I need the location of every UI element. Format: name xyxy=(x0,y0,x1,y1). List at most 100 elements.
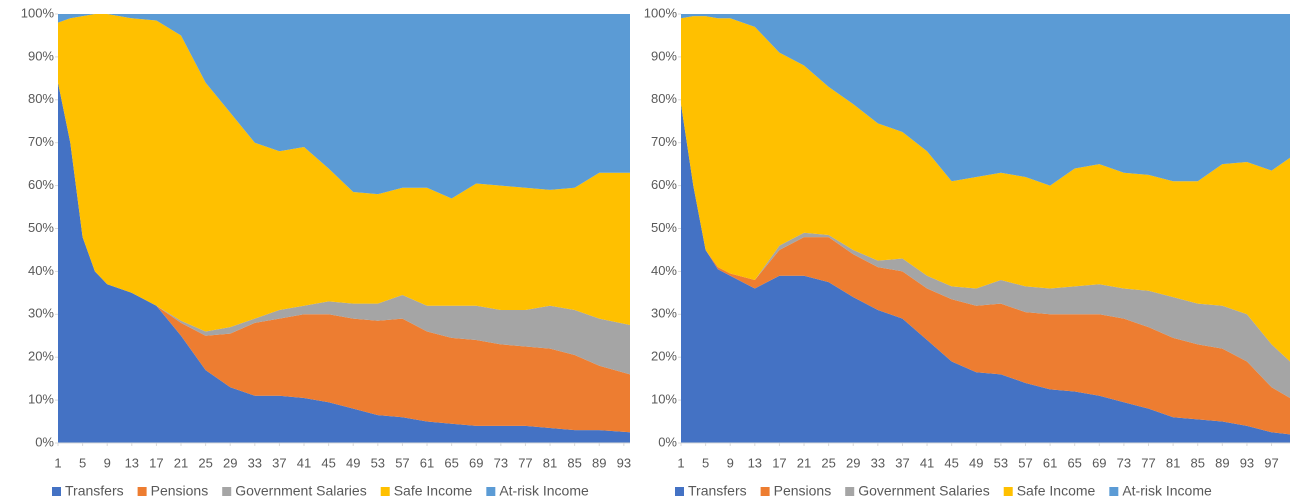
x-tick-label: 69 xyxy=(1092,455,1106,470)
legend-label: Government Salaries xyxy=(235,483,367,499)
x-tick-label: 37 xyxy=(272,455,286,470)
x-tick-label: 41 xyxy=(297,455,311,470)
x-tick-label: 97 xyxy=(1264,455,1278,470)
area xyxy=(58,82,630,443)
legend-label: At-risk Income xyxy=(499,483,589,499)
x-tick-label: 65 xyxy=(444,455,458,470)
y-tick-label: 60% xyxy=(651,177,677,192)
x-tick-label: 61 xyxy=(1043,455,1057,470)
y-tick-label: 100% xyxy=(21,5,55,20)
x-tick-label: 5 xyxy=(79,455,86,470)
chart: 0% 10% 20% 30% 40% 50% 60% 70% 80% 90% 100% 1 5 9 13 17… xyxy=(644,5,1290,499)
y-tick-label: 90% xyxy=(651,48,677,63)
area xyxy=(58,82,630,433)
area xyxy=(681,16,1290,362)
area xyxy=(681,14,1290,186)
x-tick-label: 85 xyxy=(567,455,581,470)
legend-label: At-risk Income xyxy=(1122,483,1212,499)
y-tick-label: 70% xyxy=(28,134,54,149)
legend-swatch xyxy=(845,487,855,496)
legend-label: Pensions xyxy=(151,483,209,499)
x-tick-label: 45 xyxy=(321,455,335,470)
x-tick-label: 73 xyxy=(494,455,508,470)
legend-swatch xyxy=(222,487,232,496)
x-tick-label: 41 xyxy=(920,455,934,470)
area xyxy=(681,104,1290,435)
x-tick-label: 21 xyxy=(797,455,811,470)
y-tick-label: 50% xyxy=(651,220,677,235)
area xyxy=(58,14,630,332)
y-tick-label: 70% xyxy=(651,134,677,149)
area xyxy=(681,104,1290,443)
x-tick-label: 29 xyxy=(223,455,237,470)
x-tick-label: 17 xyxy=(149,455,163,470)
y-tick-label: 60% xyxy=(28,177,54,192)
x-tick-label: 77 xyxy=(518,455,532,470)
x-tick-label: 25 xyxy=(821,455,835,470)
y-tick-label: 40% xyxy=(651,263,677,278)
y-tick-label: 30% xyxy=(28,306,54,321)
x-tick-label: 93 xyxy=(617,455,631,470)
y-tick-label: 100% xyxy=(644,5,678,20)
legend-swatch xyxy=(1109,487,1119,496)
x-tick-label: 13 xyxy=(748,455,762,470)
x-tick-label: 29 xyxy=(846,455,860,470)
x-tick-label: 89 xyxy=(592,455,606,470)
y-tick-label: 30% xyxy=(651,306,677,321)
y-tick-label: 90% xyxy=(28,48,54,63)
y-tick-label: 80% xyxy=(651,91,677,106)
y-tick-label: 0% xyxy=(35,434,54,449)
y-tick-label: 0% xyxy=(658,434,677,449)
x-tick-label: 45 xyxy=(944,455,958,470)
x-tick-label: 5 xyxy=(702,455,709,470)
x-tick-label: 33 xyxy=(871,455,885,470)
legend-label: Pensions xyxy=(774,483,832,499)
legend-label: Safe Income xyxy=(394,483,473,499)
legend-swatch xyxy=(675,487,684,496)
x-tick-label: 53 xyxy=(994,455,1008,470)
x-tick-label: 89 xyxy=(1215,455,1229,470)
x-tick-label: 1 xyxy=(54,455,61,470)
x-tick-label: 73 xyxy=(1117,455,1131,470)
y-tick-label: 10% xyxy=(28,392,54,407)
x-tick-label: 17 xyxy=(772,455,786,470)
legend-swatch xyxy=(760,487,770,496)
legend-swatch xyxy=(52,487,61,496)
x-tick-label: 81 xyxy=(543,455,557,470)
x-tick-label: 33 xyxy=(248,455,262,470)
x-tick-label: 49 xyxy=(969,455,983,470)
x-tick-label: 9 xyxy=(104,455,111,470)
x-tick-label: 49 xyxy=(346,455,360,470)
y-tick-label: 80% xyxy=(28,91,54,106)
y-tick-label: 20% xyxy=(651,349,677,364)
y-tick-label: 10% xyxy=(651,392,677,407)
legend-swatch xyxy=(137,487,147,496)
x-tick-label: 61 xyxy=(420,455,434,470)
y-tick-label: 40% xyxy=(28,263,54,278)
y-tick-label: 20% xyxy=(28,349,54,364)
x-tick-label: 85 xyxy=(1190,455,1204,470)
x-tick-label: 9 xyxy=(727,455,734,470)
legend-label: Transfers xyxy=(65,483,124,499)
chart: 0% 10% 20% 30% 40% 50% 60% 70% 80% 90% 100% 1 5 9 13 17… xyxy=(21,5,631,499)
legend-swatch xyxy=(486,487,496,496)
x-tick-label: 21 xyxy=(174,455,188,470)
legend-label: Transfers xyxy=(688,483,747,499)
legend-swatch xyxy=(380,487,390,496)
x-tick-label: 93 xyxy=(1240,455,1254,470)
x-tick-label: 65 xyxy=(1067,455,1081,470)
x-tick-label: 1 xyxy=(677,455,684,470)
x-tick-label: 57 xyxy=(1018,455,1032,470)
legend-label: Government Salaries xyxy=(858,483,990,499)
area xyxy=(58,82,630,375)
x-tick-label: 53 xyxy=(371,455,385,470)
area xyxy=(58,14,630,199)
x-tick-label: 57 xyxy=(395,455,409,470)
x-tick-label: 25 xyxy=(198,455,212,470)
legend-label: Safe Income xyxy=(1017,483,1096,499)
x-tick-label: 37 xyxy=(895,455,909,470)
y-tick-label: 50% xyxy=(28,220,54,235)
x-tick-label: 13 xyxy=(125,455,139,470)
x-tick-label: 81 xyxy=(1166,455,1180,470)
